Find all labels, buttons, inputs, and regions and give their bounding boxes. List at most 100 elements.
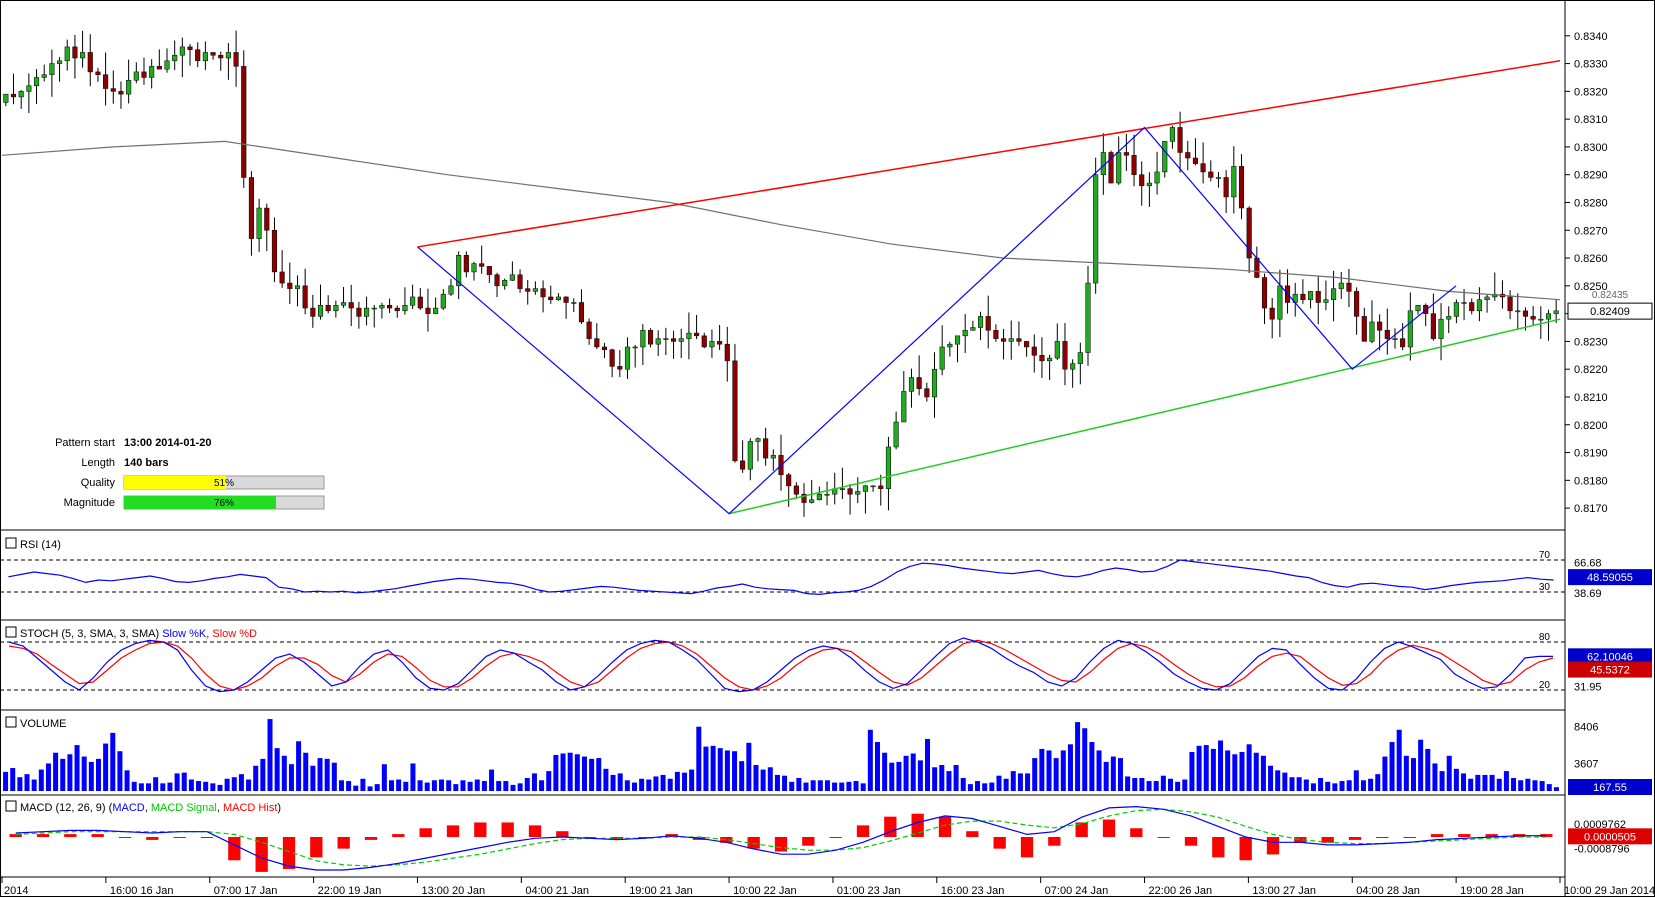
macd-hist-bar — [1430, 834, 1444, 837]
price-tick-label: 0.8190 — [1574, 448, 1608, 460]
macd-legend-sep: , — [217, 802, 223, 814]
candle-bear — [985, 316, 991, 331]
candle-bull — [41, 74, 47, 78]
moving-average-line — [1, 140, 1561, 301]
candle-bear — [1423, 305, 1429, 314]
candle-bear — [1530, 316, 1536, 320]
volume-bar — [110, 732, 116, 791]
volume-bar — [1289, 777, 1295, 791]
price-tick-label: 0.8330 — [1574, 59, 1608, 71]
candle-bull — [1308, 291, 1314, 300]
macd-hist-bar — [638, 837, 651, 838]
volume-bar — [710, 745, 716, 791]
volume-bar — [1425, 748, 1431, 791]
stoch-title: STOCH (5, 3, SMA, 3, SMA) Slow %K, Slow … — [20, 628, 257, 640]
macd-line — [15, 805, 1547, 871]
x-tick-label: 13:00 27 Jan — [1252, 885, 1316, 897]
volume-bar — [989, 782, 995, 791]
volume-bar — [832, 782, 838, 791]
candle-bull — [1461, 302, 1467, 304]
volume-bar — [1318, 777, 1324, 791]
candle-bear — [10, 93, 17, 98]
volume-bar — [1225, 750, 1231, 791]
volume-bar — [539, 780, 545, 791]
candle-bull — [947, 343, 953, 348]
candle-bear — [302, 285, 308, 309]
candle-bear — [1346, 282, 1352, 292]
candle-bull — [1338, 282, 1344, 289]
candle-bear — [271, 230, 278, 273]
candle-bear — [793, 485, 799, 495]
candle-bull — [1146, 182, 1152, 187]
macd-hist-bar — [228, 837, 241, 861]
candle-bear — [1238, 166, 1245, 209]
quality-value: 51% — [214, 478, 234, 489]
candle-bull — [1047, 357, 1053, 362]
volume-bar — [1525, 778, 1531, 791]
stoch-d-line — [8, 639, 1554, 691]
macd-hist-bar — [583, 837, 596, 838]
candle-bear — [1354, 291, 1360, 317]
candle-bear — [1208, 171, 1214, 178]
volume-bar — [74, 745, 80, 791]
x-tick-label: 07:00 24 Jan — [1045, 885, 1109, 897]
candle-bear — [1062, 341, 1068, 370]
candle-bull — [1331, 288, 1337, 300]
rsi-level-label: 70 — [1539, 550, 1551, 561]
volume-bar — [1489, 774, 1495, 791]
candle-bull — [371, 307, 377, 310]
volume-bar — [517, 783, 523, 791]
volume-bar — [431, 780, 437, 791]
pattern-info: Pattern start 13:00 2014-01-20 Length 14… — [55, 437, 325, 510]
volume-bar — [803, 782, 809, 791]
candle-bull — [364, 307, 370, 317]
volume-bar — [703, 746, 709, 791]
volume-bar — [353, 785, 359, 791]
candle-bull — [1484, 296, 1490, 300]
volume-bar — [1160, 775, 1166, 791]
price-tick-label: 0.8260 — [1574, 253, 1608, 265]
candle-bull — [855, 491, 861, 495]
x-tick-label: 10:00 22 Jan — [733, 885, 797, 897]
candle-bear — [187, 46, 193, 50]
candle-bear — [1016, 338, 1022, 342]
volume-bar — [553, 755, 559, 791]
macd-hist-bar — [173, 837, 186, 838]
rsi-axis-label: 66.68 — [1574, 558, 1602, 570]
volume-bar — [1082, 728, 1088, 791]
volume-bar — [524, 777, 530, 791]
macd-hist-bar — [91, 834, 104, 837]
volume-bar — [581, 756, 587, 791]
macd-hist-bar — [1102, 819, 1116, 837]
volume-bar — [453, 784, 459, 791]
price-tick-label: 0.8200 — [1574, 420, 1608, 432]
stoch-legend-d: Slow %D — [212, 628, 257, 640]
candle-bear — [1300, 293, 1306, 300]
macd-hist-bar — [1239, 837, 1252, 861]
candle-bull — [632, 346, 638, 349]
macd-axis-label: -0.0008796 — [1574, 844, 1630, 856]
candle-bull — [555, 296, 561, 300]
candle-bull — [1070, 363, 1076, 370]
volume-bar — [1089, 742, 1095, 791]
candle-bull — [1446, 316, 1452, 320]
candle-bull — [839, 488, 845, 490]
volume-bar — [732, 751, 738, 791]
candle-bull — [179, 46, 185, 56]
candle-bear — [248, 177, 254, 239]
macd-hist-bar — [310, 837, 323, 858]
macd-hist-bar — [64, 834, 77, 837]
candle-bull — [1407, 310, 1413, 348]
candle-bull — [294, 285, 301, 289]
volume-bar — [660, 774, 666, 791]
candle-bull — [126, 79, 132, 95]
candle-bull — [57, 60, 63, 64]
candle-bull — [1162, 141, 1168, 173]
macd-legend-macd: MACD — [112, 802, 144, 814]
volume-bar — [153, 777, 159, 791]
candle-bear — [1377, 321, 1383, 331]
rsi-toggle-box — [5, 537, 17, 549]
volume-bar — [460, 780, 466, 791]
